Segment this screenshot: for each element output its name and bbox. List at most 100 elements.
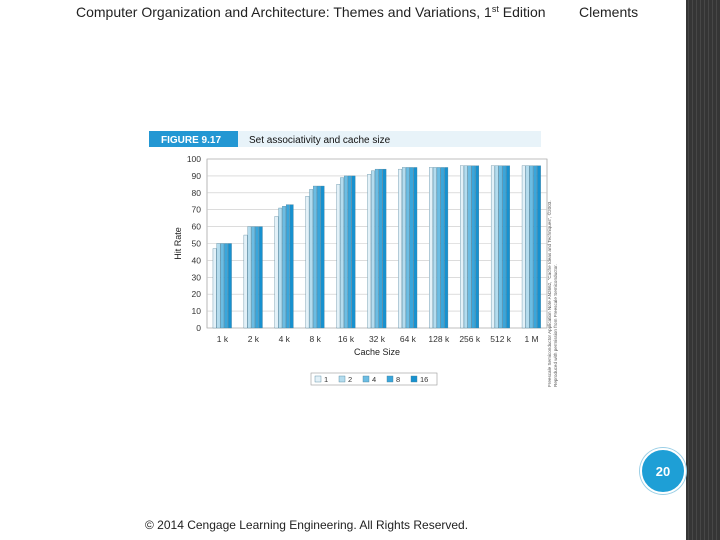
y-tick-label: 40 (192, 255, 202, 265)
bar-8-16k (347, 175, 352, 329)
bar-chart: FIGURE 9.17 Set associativity and cache … (149, 131, 558, 387)
bar-4-512k (498, 165, 503, 329)
bar-2-1M (525, 165, 530, 329)
x-tick-label: 1 M (524, 334, 538, 344)
bar-8-128k (440, 167, 445, 329)
x-tick-label: 2 k (248, 334, 260, 344)
page-number-badge: 20 (640, 448, 686, 494)
bar-1-8k (305, 196, 310, 329)
bar-16-32k (382, 168, 387, 329)
figure-label: FIGURE 9.17 (161, 135, 221, 146)
bar-8-1k (224, 243, 228, 329)
y-tick-label: 10 (192, 306, 202, 316)
bar-4-16k (344, 175, 348, 329)
bar-4-1M (529, 165, 534, 329)
legend-swatch-4 (362, 375, 370, 383)
legend-label-8: 8 (396, 375, 400, 384)
figure-credit-line-1: Freescale Semiconductor Application Note… (546, 200, 552, 387)
y-tick-label: 80 (192, 188, 202, 198)
y-tick-label: 0 (196, 323, 201, 333)
x-tick-label: 64 k (400, 334, 417, 344)
bar-16-512k (506, 165, 510, 329)
bar-16-2k (258, 226, 263, 329)
bar-4-4k (282, 206, 286, 329)
bar-2-64k (402, 167, 406, 329)
bar-1-4k (274, 216, 279, 329)
slide-panel: Computer Organization and Architecture: … (0, 0, 686, 540)
y-tick-label: 100 (187, 154, 201, 164)
bar-1-256k (460, 165, 464, 329)
legend-swatch-8 (386, 375, 394, 383)
bar-4-32k (374, 168, 379, 329)
bar-2-4k (278, 207, 283, 329)
bar-2-1k (216, 243, 221, 329)
bar-8-8k (316, 185, 321, 329)
bar-2-16k (340, 177, 344, 329)
bar-1-1M (521, 165, 526, 329)
y-tick-label: 90 (192, 171, 202, 181)
bar-4-1k (220, 243, 225, 329)
figure-caption: Set associativity and cache size (249, 135, 391, 146)
legend-label-1: 1 (324, 375, 328, 384)
copyright-footer: © 2014 Cengage Learning Engineering. All… (145, 518, 469, 532)
bar-2-128k (432, 167, 437, 329)
slide-header-title: Computer Organization and Architecture: … (76, 4, 546, 20)
x-tick-label: 4 k (279, 334, 291, 344)
bar-1-512k (490, 165, 495, 329)
bar-8-256k (471, 165, 476, 329)
x-tick-label: 1 k (217, 334, 229, 344)
x-tick-label: 512 k (490, 334, 512, 344)
bar-16-16k (351, 175, 356, 329)
bar-8-512k (502, 165, 507, 329)
bar-4-2k (251, 226, 256, 329)
y-axis-label: Hit Rate (173, 227, 183, 260)
figure-9-17: FIGURE 9.17 Set associativity and cache … (149, 131, 567, 391)
x-tick-label: 16 k (338, 334, 355, 344)
bar-8-64k (409, 167, 414, 329)
bar-1-1k (212, 248, 217, 329)
bar-8-2k (255, 226, 259, 329)
bar-16-1M (537, 165, 541, 329)
bar-2-8k (309, 189, 314, 329)
bar-1-32k (367, 174, 372, 329)
bar-16-4k (289, 204, 294, 329)
bar-2-32k (371, 170, 375, 329)
bar-16-64k (413, 167, 418, 329)
bar-4-256k (467, 165, 472, 329)
legend-label-2: 2 (348, 375, 352, 384)
bar-1-2k (243, 234, 248, 329)
y-tick-label: 30 (192, 272, 202, 282)
figure-credit: Freescale Semiconductor Application Note… (546, 200, 558, 387)
bar-4-64k (405, 167, 410, 329)
bar-8-1M (533, 165, 538, 329)
slide-header-author: Clements (579, 4, 639, 20)
bar-16-8k (320, 185, 325, 329)
legend-swatch-16 (410, 375, 418, 383)
y-tick-label: 60 (192, 222, 202, 232)
bar-8-32k (378, 168, 383, 329)
legend-label-16: 16 (420, 375, 428, 384)
bar-2-512k (494, 165, 499, 329)
figure-header: FIGURE 9.17 Set associativity and cache … (149, 131, 541, 147)
bar-2-256k (463, 165, 468, 329)
ordinal-suffix: st (491, 4, 499, 14)
figure-caption-box (238, 131, 541, 147)
x-tick-label: 256 k (459, 334, 481, 344)
bar-16-256k (475, 165, 480, 329)
bar-2-2k (247, 226, 252, 329)
figure-label-box (149, 131, 238, 147)
bar-16-128k (444, 167, 449, 329)
bar-1-16k (336, 184, 341, 329)
y-tick-label: 70 (192, 205, 202, 215)
bar-8-4k (285, 204, 290, 329)
legend-swatch-2 (338, 375, 346, 383)
chart-axes: 0 10 20 30 40 50 60 70 80 90 100 1 k 2 k 4 k 8 k 16 k 32… (173, 154, 539, 357)
legend-label-4: 4 (372, 375, 376, 384)
bar-4-8k (313, 185, 317, 329)
chart-bars (212, 165, 541, 329)
bar-1-128k (429, 167, 433, 329)
bar-16-1k (227, 243, 232, 329)
bar-1-64k (398, 168, 402, 329)
legend-swatch-1 (314, 375, 322, 383)
x-tick-label: 128 k (428, 334, 450, 344)
